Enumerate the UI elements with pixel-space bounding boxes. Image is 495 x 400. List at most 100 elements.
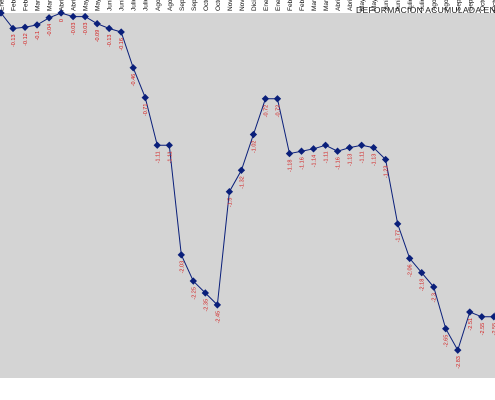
- x-tick-label: Mayo-1º: [83, 0, 90, 11]
- x-tick-label: Mayo 2014-2º: [371, 0, 378, 11]
- data-label: -0.13: [11, 34, 17, 47]
- data-label: -2.83: [456, 356, 462, 369]
- x-tick-label: Junio-1º: [107, 0, 114, 11]
- x-tick-label: Marzo-2º: [47, 0, 54, 11]
- data-label: -1.16: [336, 157, 342, 170]
- data-label: -1.02: [251, 141, 257, 154]
- x-tick-label: Marzo 2014-1º: [311, 0, 318, 11]
- data-point: [418, 269, 426, 277]
- data-point: [165, 141, 173, 149]
- data-label: -0.09: [95, 30, 101, 43]
- data-point: [454, 346, 462, 354]
- data-point: [69, 12, 77, 21]
- data-point: [381, 155, 390, 164]
- data-label: -0.12: [23, 33, 29, 46]
- x-tick-label: Diciembre-1º: [251, 0, 258, 11]
- x-tick-label: Junio 2014-1º: [383, 0, 390, 11]
- data-label: -2.51: [468, 318, 474, 331]
- x-tick-label: Marzo 2014-2º: [323, 0, 330, 11]
- x-tick-label: Abril 2014-1º: [335, 0, 342, 11]
- data-label: -2.55: [480, 323, 486, 336]
- data-label: 0: [59, 19, 65, 22]
- x-tick-label: Abril-2º: [71, 0, 78, 11]
- data-point: [321, 141, 330, 149]
- x-tick-label: Junio-2º: [119, 0, 126, 11]
- data-label: -0.72: [263, 105, 269, 118]
- data-label: -0.16: [119, 38, 125, 51]
- x-tick-label: Febrero 2014-1º: [287, 0, 294, 11]
- x-tick-label: Octubre-2º: [215, 0, 222, 11]
- x-tick-label: Febrero 2014-2º: [299, 0, 306, 11]
- data-point: [261, 95, 270, 103]
- data-label: -1.77: [396, 230, 402, 243]
- x-tick-label: Noviembre-2º: [239, 0, 246, 11]
- data-label: -1.11: [167, 151, 173, 163]
- data-points: [0, 9, 495, 354]
- x-tick-label: Julio 2014-2º: [419, 0, 426, 11]
- x-tick-label: Mayo 2014-1º: [359, 0, 366, 11]
- x-tick-label: Marzo-1º: [35, 0, 42, 11]
- data-label: -0.72: [275, 105, 281, 118]
- data-label: -1.11: [360, 151, 366, 163]
- data-point: [466, 308, 474, 316]
- data-label: -1.14: [312, 155, 318, 168]
- data-point: [93, 20, 101, 28]
- x-tick-label: Febrero-2º: [23, 0, 30, 11]
- data-label: -1.23: [384, 166, 390, 179]
- x-tick-label: Octubre 2014-2º: [491, 0, 495, 11]
- data-label: -2.45: [215, 311, 221, 324]
- data-point: [201, 289, 210, 297]
- x-tick-label: Abril 2014-2º: [347, 0, 354, 11]
- data-label: -0.03: [83, 23, 89, 36]
- data-point: [9, 24, 17, 33]
- x-tick-label: Enero 2014-1º: [263, 0, 270, 11]
- data-label: -2.65: [444, 335, 450, 348]
- data-label: -2.35: [203, 299, 209, 312]
- data-label: -0.46: [131, 74, 137, 87]
- data-label: -0.71: [143, 104, 149, 117]
- data-point: [177, 251, 185, 259]
- data-label: -1.32: [239, 176, 245, 189]
- x-tick-label: Julio 2014-1º: [407, 0, 414, 11]
- x-tick-label: Abril-1º: [59, 0, 66, 11]
- x-tick-label: Octubre-1º: [203, 0, 210, 11]
- chart-title: DEFORMACIÓN ACUMULADA EN: [356, 5, 495, 15]
- x-tick-label: Julio-2º: [143, 0, 150, 11]
- data-labels: -0.13 -0.12 -0.1 -0.04 0 -0.03 -0.03 -0.09 -0.13…: [11, 19, 495, 369]
- data-point: [393, 220, 402, 228]
- x-tick-label: Octubre 2014-1º: [479, 0, 486, 11]
- data-label: -2.03: [179, 261, 185, 274]
- data-point: [273, 95, 282, 103]
- data-label: -1.13: [348, 154, 354, 167]
- x-tick-label: Enero Montaje: [0, 0, 6, 11]
- data-label: -1.11: [324, 151, 330, 163]
- x-tick-label: Febrero-1º: [11, 0, 18, 11]
- data-label: -2.25: [191, 287, 197, 300]
- data-point: [141, 93, 149, 102]
- data-label: -1.16: [300, 157, 306, 170]
- x-tick-label: Septiembre 2014-2º: [467, 0, 474, 11]
- data-label: -0.03: [71, 23, 77, 36]
- data-point: [406, 254, 414, 263]
- x-tick-label: Agosto 2014-2º: [443, 0, 450, 11]
- data-label: -0.1: [35, 31, 41, 40]
- data-point: [430, 283, 438, 291]
- x-tick-label: Agosto-2º: [167, 0, 174, 11]
- data-label: -0.04: [47, 24, 53, 37]
- x-tick-label: Septiembre-1º: [179, 0, 186, 11]
- data-label: -2.3: [432, 293, 438, 302]
- data-point: [357, 141, 366, 149]
- data-label: -2.55: [492, 323, 495, 336]
- data-point: [213, 301, 222, 309]
- data-label: -1.18: [287, 160, 293, 173]
- data-point: [442, 325, 450, 333]
- data-point: [105, 24, 113, 33]
- data-point: [129, 64, 137, 72]
- data-label: -1.13: [372, 154, 378, 167]
- x-axis-tick-labels: Enero Montaje Febrero-1º Febrero-2º Marzo-1…: [0, 0, 495, 11]
- data-label: -2.18: [420, 279, 426, 292]
- x-tick-label: Agosto 2014-1º: [431, 0, 438, 11]
- data-point: [21, 23, 29, 31]
- x-tick-label: Julio-1º: [131, 0, 138, 11]
